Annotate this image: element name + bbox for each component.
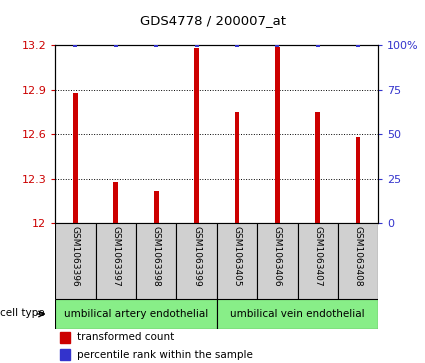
Text: percentile rank within the sample: percentile rank within the sample xyxy=(76,350,252,360)
Bar xyxy=(154,191,159,223)
Text: umbilical vein endothelial: umbilical vein endothelial xyxy=(230,309,365,319)
Bar xyxy=(315,112,320,223)
Bar xyxy=(73,93,78,223)
Bar xyxy=(113,182,118,223)
Bar xyxy=(298,223,338,299)
Text: GSM1063396: GSM1063396 xyxy=(71,225,80,286)
Bar xyxy=(338,223,378,299)
Bar xyxy=(96,223,136,299)
Text: GSM1063399: GSM1063399 xyxy=(192,225,201,286)
Text: GSM1063406: GSM1063406 xyxy=(273,225,282,286)
Point xyxy=(274,42,280,48)
Text: GDS4778 / 200007_at: GDS4778 / 200007_at xyxy=(139,15,286,28)
Point xyxy=(153,42,159,48)
Bar xyxy=(60,332,70,343)
Text: GSM1063408: GSM1063408 xyxy=(354,225,363,286)
Text: transformed count: transformed count xyxy=(76,333,174,342)
Point xyxy=(193,42,200,48)
Point xyxy=(233,42,240,48)
Text: GSM1063397: GSM1063397 xyxy=(111,225,120,286)
Point xyxy=(354,42,361,48)
Bar xyxy=(356,137,360,223)
Text: umbilical artery endothelial: umbilical artery endothelial xyxy=(64,309,208,319)
Bar xyxy=(217,299,378,329)
Bar xyxy=(275,47,280,223)
Text: GSM1063405: GSM1063405 xyxy=(232,225,241,286)
Text: GSM1063398: GSM1063398 xyxy=(152,225,161,286)
Bar xyxy=(136,223,176,299)
Point xyxy=(112,42,119,48)
Point xyxy=(72,42,79,48)
Bar xyxy=(55,299,217,329)
Bar xyxy=(55,223,96,299)
Point xyxy=(314,42,321,48)
Bar xyxy=(176,223,217,299)
Bar xyxy=(235,112,239,223)
Bar xyxy=(217,223,257,299)
Bar xyxy=(60,349,70,360)
Text: GSM1063407: GSM1063407 xyxy=(313,225,322,286)
Bar xyxy=(257,223,298,299)
Text: cell type: cell type xyxy=(0,307,45,318)
Bar xyxy=(194,48,199,223)
